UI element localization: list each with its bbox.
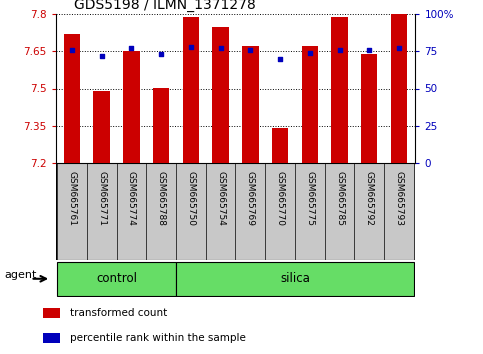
Bar: [176, 262, 414, 296]
Text: silica: silica: [280, 272, 310, 285]
Text: percentile rank within the sample: percentile rank within the sample: [70, 333, 246, 343]
FancyBboxPatch shape: [56, 163, 415, 260]
Text: control: control: [96, 272, 137, 285]
Text: agent: agent: [4, 270, 37, 280]
Point: [128, 46, 135, 51]
Bar: [331, 17, 348, 163]
Bar: [123, 51, 140, 163]
Text: GSM665770: GSM665770: [276, 171, 284, 225]
Bar: [64, 34, 80, 163]
Point: [276, 56, 284, 62]
Text: GSM665771: GSM665771: [97, 171, 106, 225]
Bar: [272, 128, 288, 163]
Text: GSM665785: GSM665785: [335, 171, 344, 225]
Point: [246, 47, 254, 53]
Point: [187, 44, 195, 50]
Point: [157, 51, 165, 57]
Bar: [94, 91, 110, 163]
Bar: [43, 308, 60, 318]
Point: [395, 46, 403, 51]
Point: [68, 47, 76, 53]
Text: GSM665750: GSM665750: [186, 171, 195, 225]
Text: transformed count: transformed count: [70, 308, 167, 318]
Point: [98, 53, 105, 59]
Bar: [213, 27, 229, 163]
Bar: [43, 333, 60, 343]
Bar: [301, 46, 318, 163]
Bar: [361, 54, 377, 163]
Text: GSM665754: GSM665754: [216, 171, 225, 225]
Bar: [391, 14, 407, 163]
Bar: [57, 262, 176, 296]
Bar: [153, 88, 170, 163]
Text: GSM665761: GSM665761: [68, 171, 76, 225]
Point: [217, 46, 225, 51]
Text: GSM665775: GSM665775: [305, 171, 314, 225]
Bar: [242, 46, 258, 163]
Text: GSM665769: GSM665769: [246, 171, 255, 225]
Text: GSM665774: GSM665774: [127, 171, 136, 225]
Text: GSM665788: GSM665788: [156, 171, 166, 225]
Text: GSM665793: GSM665793: [395, 171, 403, 225]
Point: [366, 47, 373, 53]
Point: [336, 47, 343, 53]
Bar: [183, 17, 199, 163]
Text: GSM665792: GSM665792: [365, 171, 374, 225]
Text: GDS5198 / ILMN_1371278: GDS5198 / ILMN_1371278: [73, 0, 256, 12]
Point: [306, 50, 313, 56]
